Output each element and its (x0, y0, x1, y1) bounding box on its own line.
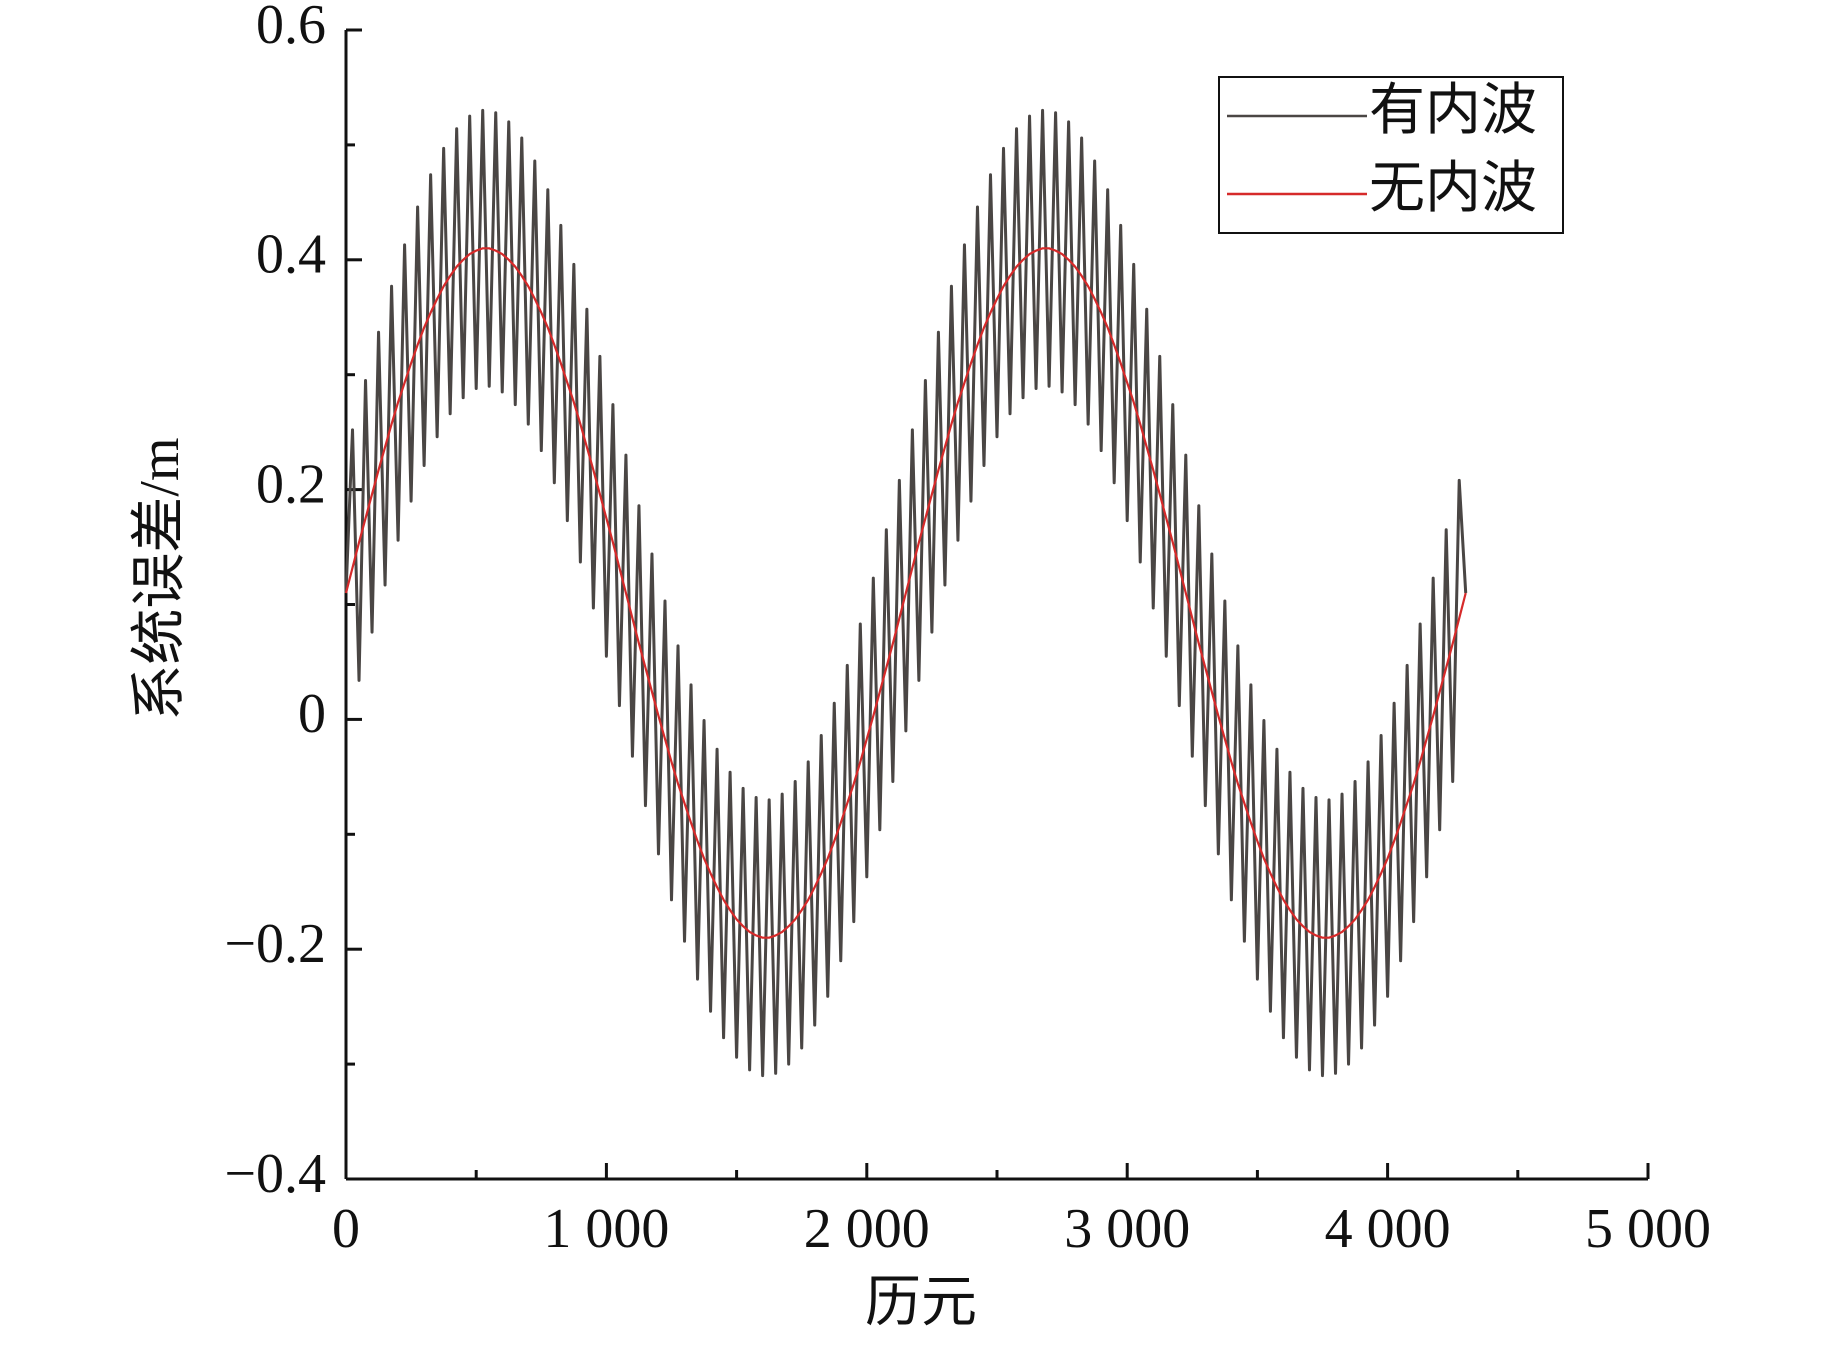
legend-label: 有内波 (1369, 80, 1537, 142)
x-tick-label: 4 000 (1325, 1198, 1451, 1260)
series-line (344, 247, 1467, 939)
legend-label: 无内波 (1369, 158, 1537, 220)
x-tick-label: 1 000 (543, 1198, 669, 1260)
y-tick-label: 0.4 (256, 224, 326, 286)
x-axis-label: 历元 (865, 1272, 977, 1334)
x-tick-label: 3 000 (1064, 1198, 1190, 1260)
y-axis-label: 系统误差/m (129, 437, 191, 720)
legend-box (1218, 76, 1564, 234)
y-tick-label: 0 (298, 683, 326, 745)
y-tick-label: 0.6 (256, 0, 326, 56)
series-line (344, 108, 1468, 1078)
y-tick-label: −0.2 (224, 913, 326, 975)
y-tick-label: 0.2 (256, 453, 326, 515)
x-tick-label: 5 000 (1585, 1198, 1711, 1260)
x-tick-label: 0 (332, 1198, 360, 1260)
x-tick-label: 2 000 (804, 1198, 930, 1260)
y-tick-label: −0.4 (224, 1143, 326, 1205)
